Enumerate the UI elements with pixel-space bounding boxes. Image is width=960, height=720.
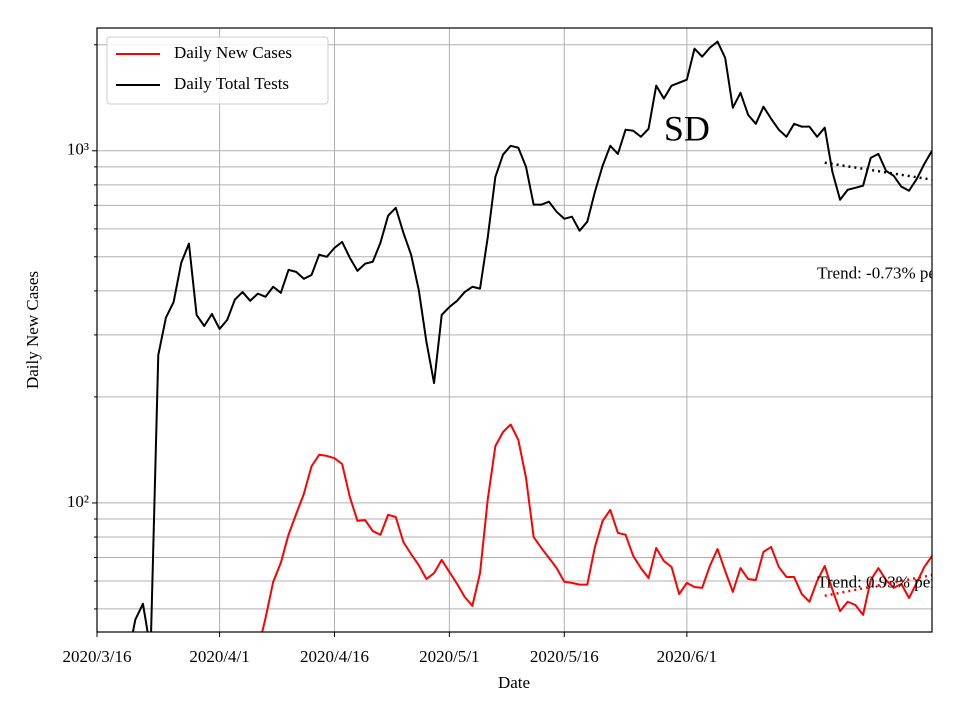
annotation: Trend: 0.93% per day	[817, 573, 960, 592]
trend-line	[824, 161, 932, 181]
grid	[96, 28, 932, 632]
x-tick-label: 2020/4/16	[300, 647, 369, 666]
legend: Daily New Cases Daily Total Tests	[106, 36, 329, 105]
y-tick-label: 10³	[67, 140, 89, 159]
y-tick-label: 10²	[67, 492, 89, 511]
data-line	[131, 40, 932, 632]
legend-box	[106, 36, 329, 105]
axes: 2020/3/16 2020/4/1 2020/4/16 2020/5/1 2020/5…	[63, 44, 717, 666]
x-tick-label: 2020/4/1	[189, 647, 249, 666]
x-tick-label: 2020/5/16	[530, 647, 599, 666]
plot-area: SD Trend: -0.73% per day Trend: 0.93% per …	[131, 40, 960, 632]
y-axis-label: Daily New Cases	[23, 271, 42, 389]
x-tick-label: 2020/5/1	[419, 647, 479, 666]
data-line	[261, 423, 932, 632]
x-tick-label: 2020/6/1	[657, 647, 717, 666]
x-tick-label: 2020/3/16	[63, 647, 132, 666]
trend-line	[824, 573, 932, 597]
axes-frame	[96, 27, 933, 633]
legend-label: Daily Total Tests	[174, 74, 289, 93]
annotation: SD	[664, 108, 710, 148]
x-axis-label: Date	[498, 673, 530, 692]
legend-label: Daily New Cases	[174, 43, 292, 62]
annotation: Trend: -0.73% per day	[817, 264, 960, 283]
